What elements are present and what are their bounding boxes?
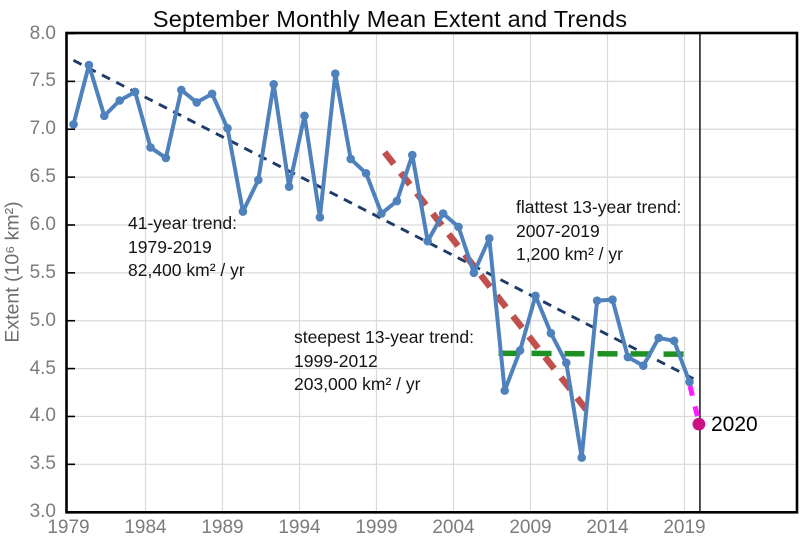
- annotation-line: 203,000 km² / yr: [294, 374, 421, 394]
- extent-data-point: [269, 79, 279, 89]
- annotation-line: 82,400 km² / yr: [128, 260, 245, 280]
- projection-2020-connector: [687, 385, 702, 423]
- extent-data-point: [69, 120, 78, 129]
- extent-data-point: [562, 358, 571, 368]
- extent-data-point: [361, 168, 371, 178]
- extent-data-point: [331, 69, 340, 79]
- annotation-41-year-trend: 41-year trend: 1979-2019 82,400 km² / yr: [128, 212, 245, 283]
- extent-data-point: [177, 85, 186, 95]
- extent-data-point: [685, 377, 694, 387]
- plot-frame: [65, 31, 799, 514]
- y-tick-label: 6.5: [29, 166, 56, 188]
- extent-data-point: [654, 333, 663, 343]
- annotation-line: steepest 13-year trend:: [294, 327, 474, 347]
- x-tick-label: 1989: [201, 517, 244, 538]
- extent-data-point: [485, 234, 494, 243]
- annotation-line: 2007-2019: [516, 220, 600, 241]
- extent-data-point: [100, 111, 109, 121]
- annotation-steepest-trend: steepest 13-year trend: 1999-2012 203,00…: [294, 326, 474, 397]
- extent-data-point: [130, 87, 140, 97]
- extent-data-point: [377, 209, 386, 218]
- y-tick-label: 7.5: [29, 70, 56, 92]
- extent-data-point: [192, 98, 201, 107]
- extent-data-point: [500, 386, 510, 395]
- extent-data-point: [639, 361, 648, 371]
- x-tick-label: 1979: [47, 517, 90, 538]
- y-tick-label: 5.5: [29, 261, 56, 283]
- x-tick-label: 2009: [509, 517, 552, 538]
- extent-data-point: [223, 123, 232, 133]
- annotation-line: 1999-2012: [294, 350, 378, 371]
- annotation-line: flattest 13-year trend:: [516, 197, 682, 217]
- extent-data-point: [253, 175, 263, 185]
- extent-data-point: [608, 295, 617, 304]
- annotation-flattest-trend: flattest 13-year trend: 2007-2019 1,200 …: [516, 196, 681, 267]
- y-tick-label: 3.0: [29, 501, 56, 523]
- extent-data-point: [284, 182, 294, 191]
- extent-data-point: [408, 150, 417, 160]
- extent-data-point: [469, 268, 479, 278]
- extent-data-point: [315, 213, 325, 222]
- annotation-line: 1979-2019: [128, 236, 212, 257]
- x-tick-label: 2004: [432, 517, 475, 538]
- latest-point-label: 2020: [711, 413, 758, 436]
- extent-data-point: [423, 236, 433, 246]
- extent-data-point: [669, 336, 679, 346]
- extent-data-point: [392, 196, 402, 206]
- extent-data-point: [161, 153, 171, 163]
- x-tick-label: 2014: [586, 517, 629, 538]
- y-tick-label: 4.0: [29, 405, 56, 427]
- extent-data-point: [454, 222, 463, 232]
- x-tick-label: 1984: [124, 517, 167, 538]
- extent-data-point: [238, 207, 248, 216]
- extent-data-point: [146, 143, 155, 152]
- extent-data-point: [577, 453, 586, 462]
- y-tick-label: 8.0: [29, 22, 56, 44]
- trend-line-flattest: [498, 350, 696, 357]
- data-point-2020: [692, 417, 706, 431]
- extent-data-point: [115, 96, 124, 105]
- extent-data-point: [346, 154, 356, 164]
- y-tick-label: 6.0: [29, 213, 56, 235]
- x-tick-label: 1994: [278, 517, 321, 538]
- extent-data-point: [207, 89, 217, 99]
- extent-data-point: [531, 291, 540, 301]
- y-tick-label: 3.5: [29, 453, 56, 475]
- y-tick-label: 4.5: [29, 357, 56, 379]
- annotation-line: 1,200 km² / yr: [516, 244, 623, 264]
- extent-data-point: [592, 296, 602, 305]
- x-tick-label: 2019: [663, 517, 706, 538]
- extent-data-point: [84, 60, 94, 70]
- extent-data-point: [546, 328, 556, 338]
- extent-data-point: [300, 111, 309, 121]
- y-tick-label: 5.0: [29, 309, 56, 331]
- chart-title: September Monthly Mean Extent and Trends: [152, 6, 628, 32]
- annotation-line: 41-year trend:: [128, 213, 237, 233]
- y-tick-label: 7.0: [29, 118, 56, 140]
- extent-data-point: [623, 352, 633, 362]
- extent-data-point: [515, 346, 525, 355]
- extent-data-point: [438, 209, 448, 218]
- x-tick-label: 1999: [355, 517, 398, 538]
